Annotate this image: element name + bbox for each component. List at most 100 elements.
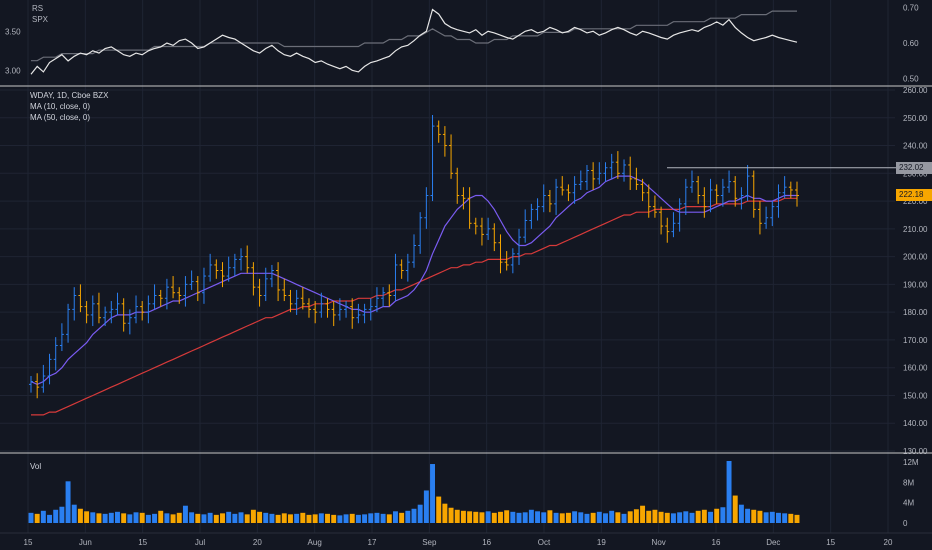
volume-bar — [139, 512, 145, 523]
ma10-legend[interactable]: MA (10, close, 0) — [30, 102, 91, 111]
volume-bar — [646, 510, 652, 523]
rs-right-tick-label: 0.60 — [903, 39, 919, 48]
volume-bar — [454, 509, 460, 523]
time-tick-label: 20 — [253, 538, 262, 547]
volume-bar — [275, 514, 281, 523]
time-tick-label: Aug — [308, 538, 322, 547]
volume-bar — [448, 507, 454, 523]
ma50-line — [31, 197, 797, 416]
price-tick-label: 220.00 — [903, 197, 928, 206]
price-tick-label: 160.00 — [903, 364, 928, 373]
volume-bar — [405, 510, 411, 523]
volume-bar — [176, 512, 182, 523]
volume-bar — [84, 511, 90, 523]
volume-bar — [59, 506, 65, 523]
ma10-line — [30, 175, 797, 386]
volume-tick-label: 4M — [903, 499, 914, 508]
volume-bar — [133, 512, 139, 523]
volume-bar — [294, 513, 300, 523]
volume-bar — [541, 512, 547, 523]
volume-bar — [782, 513, 788, 523]
volume-legend: Vol — [30, 462, 42, 471]
volume-bar — [250, 509, 256, 523]
volume-bar — [584, 513, 590, 523]
volume-bar — [108, 512, 114, 523]
volume-bar — [257, 511, 263, 523]
volume-bar — [96, 513, 102, 523]
spx-line — [31, 10, 797, 62]
volume-bar — [306, 514, 312, 523]
volume-bar — [374, 512, 380, 523]
price-tick-label: 240.00 — [903, 142, 928, 151]
volume-bar — [213, 514, 219, 523]
volume-bar — [510, 511, 516, 523]
rs-left-tick-label: 3.50 — [5, 27, 21, 36]
volume-bar — [775, 512, 781, 523]
volume-bar — [633, 509, 639, 523]
price-tick-label: 190.00 — [903, 280, 928, 289]
volume-bar — [207, 512, 213, 523]
price-tick-label: 260.00 — [903, 86, 928, 95]
volume-bar — [745, 508, 751, 523]
volume-bar — [269, 513, 275, 523]
volume-bar — [695, 510, 701, 523]
volume-bar — [640, 505, 646, 523]
volume-bar — [794, 514, 800, 523]
volume-bar — [738, 504, 744, 523]
volume-bar — [430, 464, 436, 523]
volume-bar — [318, 513, 324, 523]
volume-bar — [158, 510, 164, 523]
ma50-path — [31, 197, 797, 416]
time-tick-label: Jun — [79, 538, 92, 547]
volume-bar — [683, 511, 689, 523]
ma50-legend[interactable]: MA (50, close, 0) — [30, 113, 91, 122]
time-tick-label: Dec — [766, 538, 780, 547]
volume-bar — [53, 509, 59, 523]
volume-bar — [621, 513, 627, 523]
volume-bar — [708, 511, 713, 523]
volume-bar — [467, 511, 473, 523]
time-tick-label: Jul — [195, 538, 205, 547]
time-tick-label: 15 — [826, 538, 835, 547]
volume-bar — [436, 496, 442, 523]
time-tick-label: Nov — [652, 538, 666, 547]
volume-bar — [343, 514, 349, 523]
price-tick-label: 250.00 — [903, 114, 928, 123]
volume-bar — [220, 513, 225, 523]
volume-bar — [479, 512, 485, 523]
volume-bar — [263, 512, 269, 523]
volume-bar — [152, 513, 158, 523]
volume-bar — [349, 513, 355, 523]
symbol-legend[interactable]: WDAY, 1D, Cboe BZX — [30, 91, 109, 100]
volume-bar — [47, 514, 53, 523]
resistance-price-tag: 232.02 — [896, 162, 932, 174]
volume-tick-label: 12M — [903, 458, 919, 467]
volume-bar — [788, 513, 794, 523]
volume-bar — [127, 514, 133, 523]
volume-bars — [28, 460, 800, 523]
volume-bar — [603, 513, 608, 523]
volume-bar — [300, 512, 306, 523]
volume-bar — [757, 510, 763, 523]
volume-bar — [182, 505, 188, 523]
volume-bar — [34, 513, 40, 523]
volume-bar — [325, 513, 330, 523]
volume-bar — [565, 512, 571, 523]
rs-legend-spx: SPX — [32, 15, 49, 24]
volume-bar — [355, 514, 361, 523]
volume-bar — [553, 512, 559, 523]
price-tick-label: 180.00 — [903, 308, 928, 317]
volume-bar — [195, 513, 201, 523]
volume-bar — [331, 514, 337, 523]
ma10-path — [30, 175, 797, 386]
rs-left-tick-label: 3.00 — [5, 66, 21, 75]
volume-bar — [664, 512, 670, 523]
volume-bar — [102, 513, 108, 523]
volume-bar — [720, 507, 726, 523]
volume-bar — [40, 510, 46, 523]
volume-bar — [28, 512, 34, 523]
volume-bar — [121, 513, 127, 523]
price-tick-label: 200.00 — [903, 253, 928, 262]
volume-bar — [652, 509, 658, 523]
